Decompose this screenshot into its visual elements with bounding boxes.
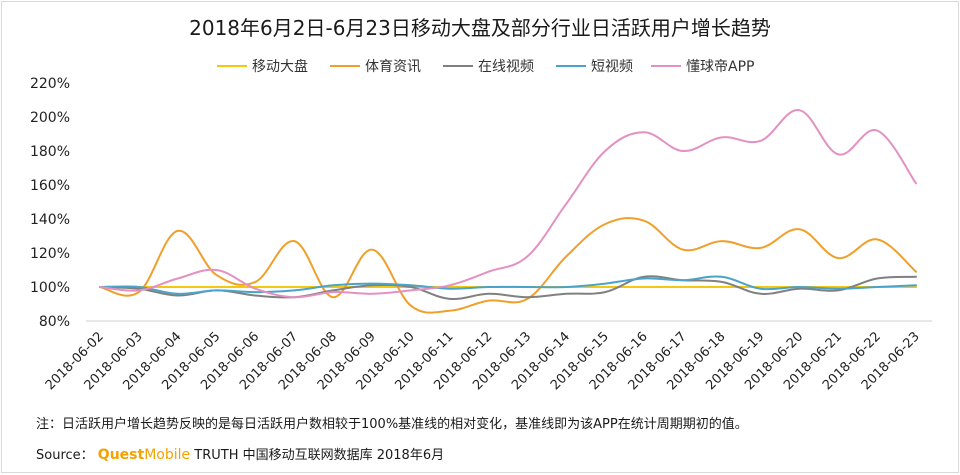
brand-rest: Mobile [144,447,191,463]
y-tick-label: 140% [30,212,70,228]
source-line: Source： QuestMobile TRUTH 中国移动互联网数据库 201… [36,444,444,463]
brand-logo: QuestMobile [98,447,190,463]
footnote: 注：日活跃用户增长趋势反映的是每日活跃用户数相较于100%基准线的相对变化，基准… [36,417,748,432]
legend-label: 移动大盘 [252,58,308,75]
source-text: TRUTH 中国移动互联网数据库 2018年6月 [194,448,445,463]
y-tick-label: 100% [30,280,70,296]
legend-label: 体育资讯 [365,59,421,75]
x-axis: 2018-06-022018-06-032018-06-042018-06-05… [43,320,932,393]
series-line-5 [99,109,917,299]
series-line-3 [99,275,917,301]
source-label: Source： [36,448,94,463]
legend: 移动大盘 体育资讯 在线视频 短视频 懂球帝APP [217,58,754,75]
brand-main: Quest [97,447,145,463]
series-line-2 [99,217,917,314]
legend-label: 懂球帝APP [686,59,754,75]
y-tick-label: 220% [30,76,70,92]
line-chart: 移动大盘 体育资讯 在线视频 短视频 懂球帝APP 80% 100% 120% 140% 160… [30,58,932,393]
y-tick-label: 80% [39,314,70,330]
y-tick-label: 120% [30,246,70,262]
y-axis: 80% 100% 120% 140% 160% 180% 200% 220% [30,76,70,330]
legend-label: 在线视频 [478,59,534,75]
y-tick-label: 200% [30,110,70,126]
series-group [99,109,917,314]
y-tick-label: 180% [30,144,70,160]
y-tick-label: 160% [30,178,70,194]
series-line-4 [99,275,917,295]
legend-label: 短视频 [591,59,633,75]
chart-title: 2018年6月2日-6月23日移动大盘及部分行业日活跃用户增长趋势 [189,16,771,40]
